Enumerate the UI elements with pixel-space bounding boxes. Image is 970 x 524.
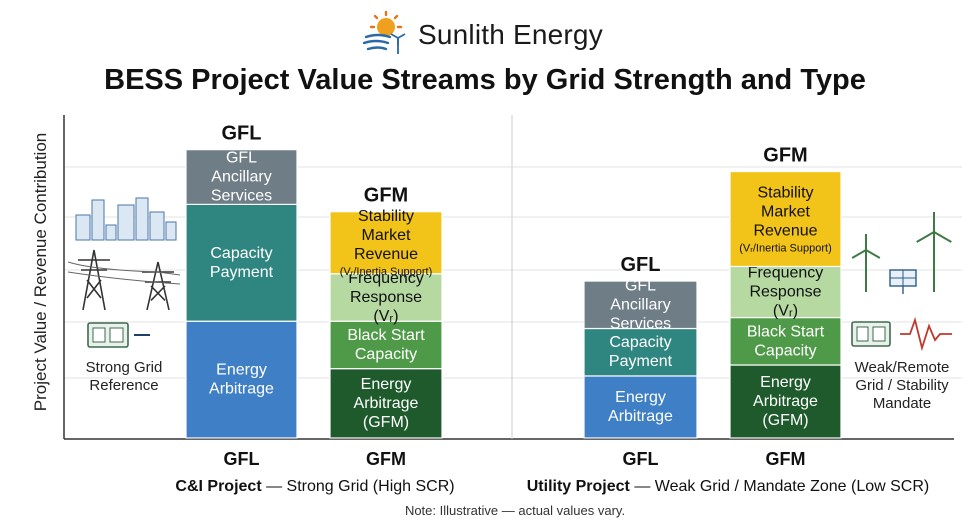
x-tick-label: GFM: [766, 449, 806, 469]
segment-label: Ancillary: [211, 169, 271, 186]
segment-label: GFL: [226, 150, 257, 167]
bar-segment: [729, 316, 842, 366]
segment-label: Revenue: [753, 223, 817, 240]
segment-label: Market: [761, 204, 810, 221]
segment-label: Stability: [757, 185, 813, 202]
wind-turbine-icon: [851, 212, 952, 292]
brand: Sunlith Energy: [360, 10, 630, 56]
x-tick-label: GFL: [224, 449, 260, 469]
segment-sublabel: (Vᵣ/Inertia Support): [739, 243, 832, 255]
segment-label: Capacity: [355, 346, 417, 363]
segment-label: Revenue: [354, 246, 418, 263]
segment-label: Response: [350, 289, 422, 306]
side-label: Mandate: [873, 395, 931, 412]
segment-label: (Vᵣ): [373, 308, 398, 325]
solar-panel-icon: [889, 269, 917, 294]
footnote: Note: Illustrative — actual values vary.: [404, 503, 626, 518]
segment-label: Energy: [760, 374, 811, 391]
bar-segment: [185, 203, 298, 322]
segment-label: (GFM): [363, 414, 409, 431]
bar-segment: [185, 149, 298, 205]
battery-inverter-icon: [851, 321, 891, 347]
transmission-tower-icon: [67, 249, 181, 311]
segment-label: Market: [362, 227, 411, 244]
bar-top-label: GFM: [364, 185, 408, 207]
segment-sublabel: (Vᵣ/Inertia Support): [340, 266, 433, 278]
segment-label: Payment: [210, 264, 274, 281]
segment-label: Capacity: [210, 245, 272, 262]
segment-label: Capacity: [754, 342, 816, 359]
bar-segment: [729, 170, 842, 268]
waveform-icon: [900, 316, 952, 352]
side-label: Weak/Remote: [855, 359, 950, 376]
group-label: Utility Project — Weak Grid / Mandate Zo…: [527, 478, 930, 495]
chart-title: BESS Project Value Streams by Grid Stren…: [104, 64, 866, 96]
x-tick-label: GFL: [623, 449, 659, 469]
segment-label: Ancillary: [610, 296, 670, 313]
segment-label: Arbitrage: [354, 395, 419, 412]
battery-inverter-icon: [87, 322, 150, 348]
segment-label: GFL: [625, 277, 656, 294]
side-label: Reference: [89, 377, 158, 394]
bar-segment: [583, 327, 698, 377]
segment-label: (GFM): [762, 412, 808, 429]
bar-segment: [329, 211, 443, 275]
bar-top-label: GFL: [621, 254, 661, 276]
bar-segment: [329, 320, 443, 370]
bar-segment: [329, 273, 443, 322]
bar-top-label: GFM: [763, 145, 807, 167]
segment-label: Payment: [609, 353, 673, 370]
segment-label: Black Start: [747, 323, 825, 340]
segment-label: Capacity: [609, 334, 671, 351]
segment-label: Services: [211, 188, 272, 205]
y-axis-label: Project Value / Revenue Contribution: [31, 133, 50, 411]
city-buildings-icon: [75, 197, 177, 241]
bar-top-label: GFL: [222, 123, 262, 145]
side-label: Grid / Stability: [855, 377, 949, 394]
bar-segment: [583, 280, 698, 330]
segment-label: Energy: [216, 362, 267, 379]
segment-label: Services: [610, 315, 671, 332]
group-label: C&I Project — Strong Grid (High SCR): [175, 478, 454, 495]
bar-segment: [583, 375, 698, 439]
segment-label: Arbitrage: [753, 393, 818, 410]
brand-name: Sunlith Energy: [418, 19, 603, 50]
segment-label: Stability: [358, 208, 414, 225]
segment-label: Black Start: [347, 327, 425, 344]
bar-segment: [729, 364, 842, 439]
sun-wind-logo: [362, 10, 406, 54]
x-tick-label: GFM: [366, 449, 406, 469]
bar-segment: [329, 368, 443, 439]
segment-label: Energy: [615, 389, 666, 406]
segment-label: Response: [749, 284, 821, 301]
segment-label: Arbitrage: [608, 408, 673, 425]
side-label: Strong Grid: [86, 359, 163, 376]
segment-label: (Vᵣ): [773, 303, 798, 320]
segment-label: Energy: [361, 376, 412, 393]
bar-segment: [729, 265, 842, 319]
segment-label: Arbitrage: [209, 381, 274, 398]
segment-label: Frequency: [748, 265, 824, 282]
bar-segment: [185, 320, 298, 439]
